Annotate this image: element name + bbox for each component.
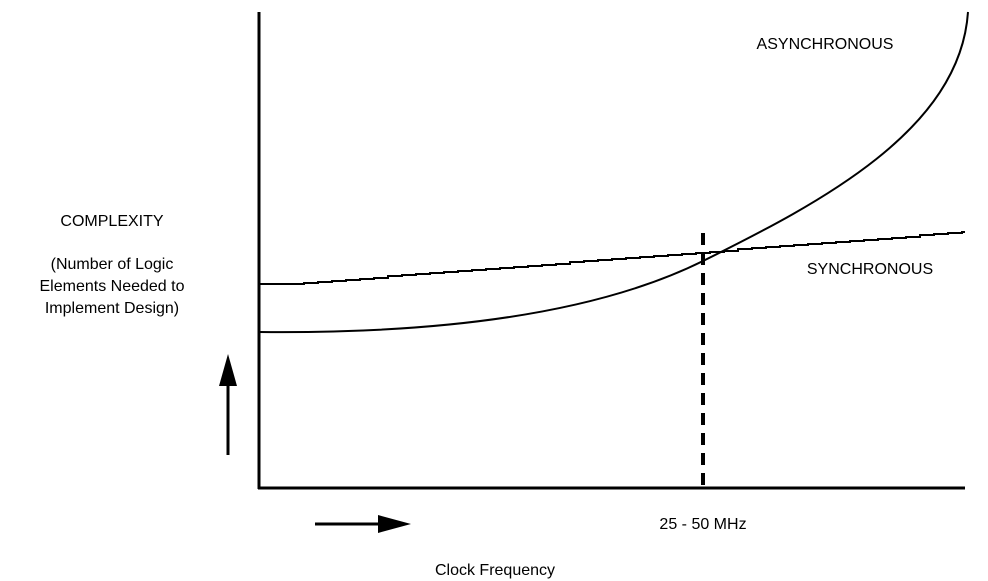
y-axis-description: (Number of Logic — [51, 256, 174, 273]
curve-label: ASYNCHRONOUS — [757, 36, 894, 53]
y-axis-description: Implement Design) — [45, 300, 179, 317]
x-axis-title: Clock Frequency — [435, 562, 555, 579]
y-axis-description: Elements Needed to — [40, 278, 185, 295]
up-arrow-head — [219, 354, 237, 386]
right-arrow-head — [378, 515, 411, 533]
asynchronous-curve — [258, 11, 969, 334]
marker-label: 25 - 50 MHz — [659, 516, 746, 533]
y-axis-title: COMPLEXITY — [60, 213, 163, 230]
synchronous-curve — [259, 231, 965, 285]
curve-label: SYNCHRONOUS — [807, 261, 933, 278]
